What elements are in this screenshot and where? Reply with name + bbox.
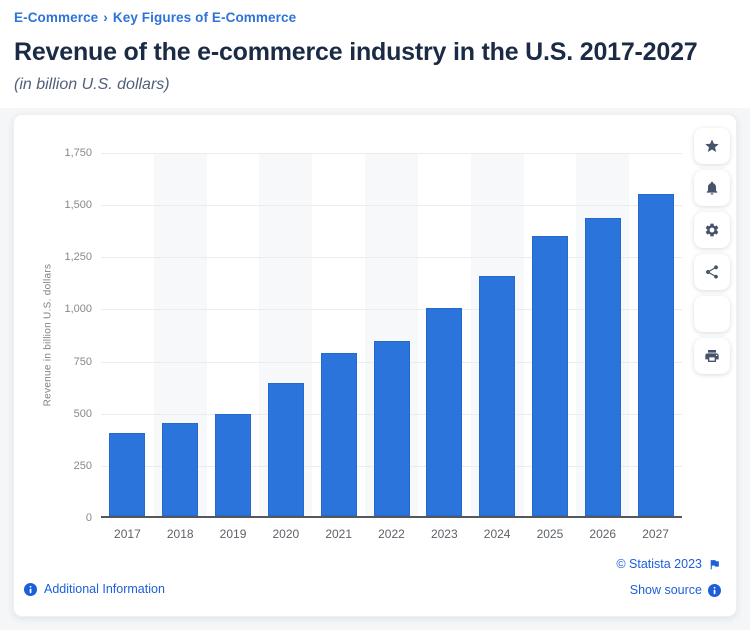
bar-2025[interactable] <box>531 236 568 516</box>
x-tick-2018: 2018 <box>166 527 194 541</box>
bar-2017[interactable] <box>109 432 146 516</box>
x-axis-labels: 2017 2018 2019 2020 2021 2022 2023 2024 2025 2026… <box>101 527 682 543</box>
info-icon <box>708 583 721 597</box>
footer-right: © Statista 2023 Show source <box>616 551 721 603</box>
settings-button[interactable] <box>694 212 730 248</box>
additional-information-label: Additional Information <box>44 582 165 596</box>
favorite-button[interactable] <box>694 128 730 164</box>
gridline-1,250 <box>101 257 682 259</box>
y-tick-500: 500 <box>73 407 92 420</box>
share-button[interactable] <box>694 254 730 290</box>
chart-card: Revenue in billion U.S. dollars 0 250 500 7… <box>13 114 737 617</box>
gridline-1,500 <box>101 205 682 207</box>
copyright-label: © Statista 2023 <box>616 557 702 571</box>
bar-2024[interactable] <box>479 276 516 516</box>
bar-2027[interactable] <box>637 193 674 516</box>
bar-2021[interactable] <box>320 353 357 516</box>
x-tick-2021: 2021 <box>325 527 353 541</box>
notifications-button[interactable] <box>694 170 730 206</box>
y-tick-1,250: 1,250 <box>64 251 92 264</box>
breadcrumb: E-Commerce › Key Figures of E-Commerce <box>14 10 736 25</box>
bar-chart-plot: 0 250 500 750 1,000 1,250 1,500 1,750 <box>64 147 682 524</box>
x-axis-baseline <box>101 516 682 518</box>
x-tick-2023: 2023 <box>430 527 458 541</box>
x-tick-2027: 2027 <box>642 527 669 541</box>
y-tick-1,750: 1,750 <box>64 147 92 159</box>
show-source-link[interactable]: Show source <box>616 577 721 603</box>
star-icon <box>705 139 719 152</box>
breadcrumb-link-ecommerce[interactable]: E-Commerce <box>14 10 99 25</box>
y-tick-250: 250 <box>73 459 92 472</box>
bar-2020[interactable] <box>267 383 304 516</box>
additional-information-link[interactable]: Additional Information <box>24 582 165 596</box>
x-tick-2026: 2026 <box>589 527 617 541</box>
y-tick-750: 750 <box>73 355 92 368</box>
print-button[interactable] <box>694 338 730 374</box>
flag-icon <box>710 559 719 569</box>
gear-icon <box>705 223 719 237</box>
cite-button[interactable] <box>694 296 730 332</box>
page-header: E-Commerce › Key Figures of E-Commerce Rev… <box>0 0 750 94</box>
gridline-1,000 <box>101 309 682 311</box>
show-source-label: Show source <box>629 583 702 597</box>
breadcrumb-link-key-figures[interactable]: Key Figures of E-Commerce <box>112 10 297 25</box>
bell-icon <box>706 181 718 195</box>
y-tick-1,500: 1,500 <box>64 199 92 212</box>
bar-2023[interactable] <box>426 308 463 516</box>
x-tick-2024: 2024 <box>483 527 511 541</box>
share-icon <box>706 265 718 279</box>
chart-section: Revenue in billion U.S. dollars 0 250 500 7… <box>0 108 750 630</box>
info-icon <box>24 582 37 596</box>
bar-2022[interactable] <box>373 340 410 516</box>
y-tick-1,000: 1,000 <box>64 303 92 316</box>
page-subtitle: (in billion U.S. dollars) <box>14 76 170 93</box>
bar-2019[interactable] <box>215 413 252 516</box>
x-tick-2017: 2017 <box>114 527 141 541</box>
page-title: Revenue of the e-commerce industry in th… <box>14 38 698 66</box>
gridline-1,750 <box>101 153 682 154</box>
statista-copyright[interactable]: © Statista 2023 <box>616 551 721 577</box>
y-tick-0: 0 <box>85 512 92 524</box>
quote-icon <box>704 306 720 322</box>
breadcrumb-separator: › <box>103 10 108 25</box>
x-tick-2019: 2019 <box>219 527 247 541</box>
printer-icon <box>705 350 719 362</box>
bar-2026[interactable] <box>584 217 621 516</box>
bar-2018[interactable] <box>162 423 199 516</box>
x-tick-2025: 2025 <box>536 527 564 541</box>
x-tick-2020: 2020 <box>272 527 300 541</box>
x-tick-2022: 2022 <box>378 527 405 541</box>
chart-toolbar <box>694 128 730 374</box>
